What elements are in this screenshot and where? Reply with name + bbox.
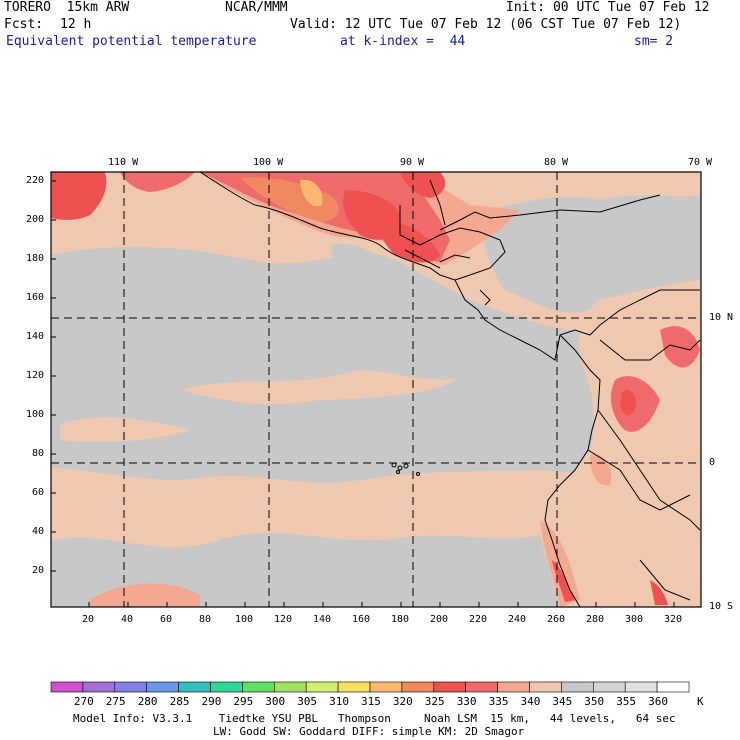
colorbar-swatch (146, 681, 179, 693)
smoothing-info: sm= 2 (634, 34, 674, 49)
colorbar-swatch (401, 681, 435, 693)
colorbar-swatch (50, 681, 84, 693)
theta-e-field (51, 172, 701, 607)
lon-label-80w: 80 W (544, 157, 569, 168)
x-axis-ticks (88, 602, 675, 607)
colorbar-swatch (82, 681, 116, 693)
colorbar-value-label: 300 (265, 695, 286, 708)
x-tick-label: 200 (430, 614, 449, 625)
y-tick-label: 140 (26, 331, 45, 342)
x-tick-label: 260 (547, 614, 566, 625)
colorbar-swatch (178, 681, 211, 693)
colorbar-value-label: 360 (648, 695, 668, 708)
y-tick-label: 160 (26, 292, 45, 303)
y-tick-label: 200 (26, 214, 45, 225)
lon-label-90w: 90 W (400, 157, 425, 168)
x-tick-label: 280 (586, 614, 605, 625)
x-tick-label: 180 (391, 614, 410, 625)
lat-label-10s: 10 S (709, 601, 734, 612)
model-info-line1: Model Info: V3.3.1 Tiedtke YSU PBL Thomp… (73, 712, 676, 725)
colorbar (50, 681, 690, 693)
colorbar-value-label: 335 (488, 695, 509, 708)
coastlines (199, 172, 701, 607)
x-tick-label: 160 (352, 614, 371, 625)
y-axis-ticks (51, 180, 56, 572)
y-tick-label: 100 (26, 409, 45, 420)
valid-time: Valid: 12 UTC Tue 07 Feb 12 (06 CST Tue … (290, 17, 682, 32)
colorbar-value-label: 310 (329, 695, 349, 708)
lat-label-equator: 0 (709, 457, 716, 468)
colorbar-swatch (369, 681, 403, 693)
x-tick-label: 100 (235, 614, 254, 625)
colorbar-swatch (337, 681, 371, 693)
colorbar-value-label: 270 (73, 695, 94, 708)
x-tick-label: 320 (664, 614, 683, 625)
colorbar-value-label: 275 (105, 695, 126, 708)
init-time: Init: 00 UTC Tue 07 Feb 12 (506, 0, 710, 15)
x-tick-label: 20 (82, 614, 95, 625)
colorbar-swatch (242, 681, 275, 693)
colorbar-swatch (624, 681, 658, 693)
organization: NCAR/MMM (225, 0, 288, 15)
forecast-label: Fcst: (4, 17, 44, 32)
colorbar-value-label: 280 (137, 695, 158, 708)
y-tick-label: 20 (32, 565, 45, 576)
x-tick-label: 220 (469, 614, 488, 625)
colorbar-value-label: 285 (169, 695, 190, 708)
lon-label-100w: 100 W (253, 157, 284, 168)
colorbar-value-label: 325 (424, 695, 445, 708)
y-tick-label: 80 (32, 448, 45, 459)
colorbar-swatch (497, 681, 530, 693)
colorbar-swatch (305, 681, 339, 693)
colorbar-swatch (656, 681, 690, 693)
lon-label-110w: 110 W (108, 157, 139, 168)
colorbar-unit: K (697, 695, 704, 708)
colorbar-value-label: 295 (233, 695, 254, 708)
colorbar-value-label: 345 (552, 695, 573, 708)
x-tick-label: 80 (199, 614, 212, 625)
map-frame (50, 171, 702, 608)
y-tick-label: 220 (26, 175, 45, 186)
colorbar-swatch (114, 681, 148, 693)
y-tick-label: 180 (26, 253, 45, 264)
x-tick-label: 60 (160, 614, 173, 625)
colorbar-value-label: 290 (201, 695, 222, 708)
x-tick-label: 300 (625, 614, 644, 625)
colorbar-swatch (592, 681, 626, 693)
lon-label-70w: 70 W (688, 157, 713, 168)
model-name: TORERO 15km ARW (4, 0, 130, 15)
colorbar-swatch (210, 681, 243, 693)
forecast-hour: 12 h (60, 17, 92, 32)
colorbar-swatch (529, 681, 562, 693)
colorbar-value-label: 355 (616, 695, 637, 708)
colorbar-value-label: 315 (361, 695, 381, 708)
y-tick-label: 40 (32, 526, 45, 537)
colorbar-swatch (465, 681, 498, 693)
colorbar-value-label: 320 (392, 695, 413, 708)
colorbar-swatch (561, 681, 594, 693)
colorbar-value-label: 330 (456, 695, 477, 708)
x-tick-label: 240 (508, 614, 527, 625)
colorbar-swatch (273, 681, 307, 693)
colorbar-value-label: 305 (297, 695, 318, 708)
colorbar-value-label: 340 (520, 695, 541, 708)
y-tick-label: 120 (26, 370, 45, 381)
field-name: Equivalent potential temperature (6, 34, 257, 49)
model-info-line2: LW: Godd SW: Goddard DIFF: simple KM: 2D… (213, 725, 525, 738)
colorbar-value-label: 350 (584, 695, 605, 708)
x-tick-label: 120 (274, 614, 293, 625)
y-tick-label: 60 (32, 487, 45, 498)
lat-label-10n: 10 N (709, 312, 734, 323)
graticule (51, 172, 701, 607)
colorbar-swatch (433, 681, 466, 693)
x-tick-label: 140 (313, 614, 332, 625)
level-info: at k-index = 44 (340, 34, 466, 49)
x-tick-label: 40 (121, 614, 134, 625)
